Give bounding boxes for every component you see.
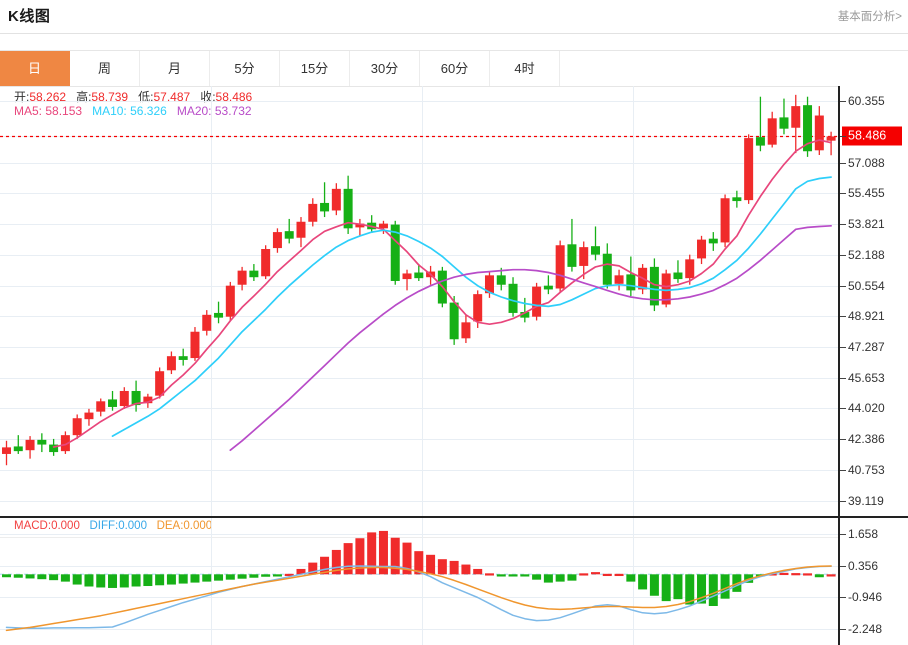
axis-tick-mark [840,470,846,471]
price-axis-tick-label: 42.386 [848,432,885,447]
price-axis-tick-label: 52.188 [848,247,885,262]
axis-tick-mark [840,566,846,567]
tab-period-2[interactable]: 月 [140,51,210,86]
high-value: 58.739 [91,90,129,104]
axis-tick-mark [840,193,846,194]
price-axis: 60.355 58.486 57.088 55.455 53.821 52.188 50.5… [838,86,908,645]
ma20-label: MA20: [176,104,212,118]
axis-tick-mark [840,378,846,379]
macd-value: 0.000 [51,520,80,532]
ma5-value: 58.153 [45,104,83,118]
axis-tick-mark [840,286,846,287]
macd-legend-row: MACD:0.000 DIFF:0.000 DEA:0.000 [0,518,838,538]
high-label: 高: [76,90,92,104]
axis-tick-mark [840,316,846,317]
price-axis-tick-label: 60.355 [848,94,885,109]
tab-period-3[interactable]: 5分 [210,51,280,86]
open-value: 58.262 [29,90,67,104]
axis-tick-mark [840,408,846,409]
tab-period-1[interactable]: 周 [70,51,140,86]
axis-pane-divider [840,516,908,518]
price-axis-tick-label: 50.554 [848,278,885,293]
dea-label: DEA: [156,520,184,532]
price-axis-tick-label: 47.287 [848,340,885,355]
period-tab-bar: 日周月 5分 15分 30分 60分 4时 [0,50,908,87]
axis-tick-mark [840,534,846,535]
ma10-value: 56.326 [130,104,167,118]
tab-period-4[interactable]: 15分 [280,51,350,86]
price-axis-tick-label: 44.020 [848,401,885,416]
close-value: 58.486 [215,90,253,104]
ma20-value: 53.732 [214,104,252,118]
ohlc-readout: 开:58.262 高:58.739 低:57.487 收:58.486 [14,88,252,105]
widget-header: K线图 基本面分析> [0,0,908,34]
macd-axis-tick-label: -0.946 [848,590,883,605]
open-label: 开: [14,90,30,104]
macd-axis-tick-label: 0.356 [848,558,879,573]
diff-value: 0.000 [118,520,147,532]
axis-tick-mark [840,347,846,348]
axis-tick-mark [840,629,846,630]
macd-legend: MACD:0.000 DIFF:0.000 DEA:0.000 [14,520,212,532]
axis-tick-mark [840,439,846,440]
ma-readout: MA5: 58.153 MA10: 56.326 MA20: 53.732 [14,104,252,118]
macd-axis-tick-label: -2.248 [848,622,883,637]
axis-tick-mark [840,597,846,598]
fundamental-analysis-link[interactable]: 基本面分析> [837,11,902,23]
current-price-badge: 58.486 [842,126,902,146]
axis-tick-mark [840,136,846,137]
axis-tick-mark [840,501,846,502]
quote-info-panel: 开:58.262 高:58.739 低:57.487 收:58.486 MA5:… [0,88,908,121]
candlestick-chart-pane[interactable] [0,86,838,518]
price-axis-tick-label: 40.753 [848,462,885,477]
low-value: 57.487 [153,90,191,104]
axis-tick-mark [840,224,846,225]
axis-tick-mark [840,163,846,164]
price-axis-tick-label: 48.921 [848,309,885,324]
ma10-label: MA10: [92,104,127,118]
low-label: 低: [138,90,154,104]
price-axis-tick-label: 55.455 [848,186,885,201]
price-axis-tick-label: 57.088 [848,155,885,170]
axis-tick-mark [840,101,846,102]
macd-axis-tick-label: 1.658 [848,526,879,541]
price-axis-tick-label: 45.653 [848,370,885,385]
tab-period-6[interactable]: 60分 [420,51,490,86]
price-axis-tick-label: 39.119 [848,493,884,508]
price-axis-tick-label: 53.821 [848,217,885,232]
tab-period-5[interactable]: 30分 [350,51,420,86]
page-title: K线图 [8,8,51,25]
ma5-label: MA5: [14,104,43,118]
macd-chart-pane[interactable] [0,518,838,645]
axis-tick-mark [840,255,846,256]
tab-bar-filler [560,51,908,86]
tab-period-7[interactable]: 4时 [490,51,560,86]
macd-svg [0,518,838,645]
macd-label: MACD: [14,520,52,532]
dea-value: 0.000 [183,520,213,532]
candlestick-svg [0,86,838,516]
diff-label: DIFF: [89,520,119,532]
tab-active-period-0[interactable]: 日 [0,51,70,86]
